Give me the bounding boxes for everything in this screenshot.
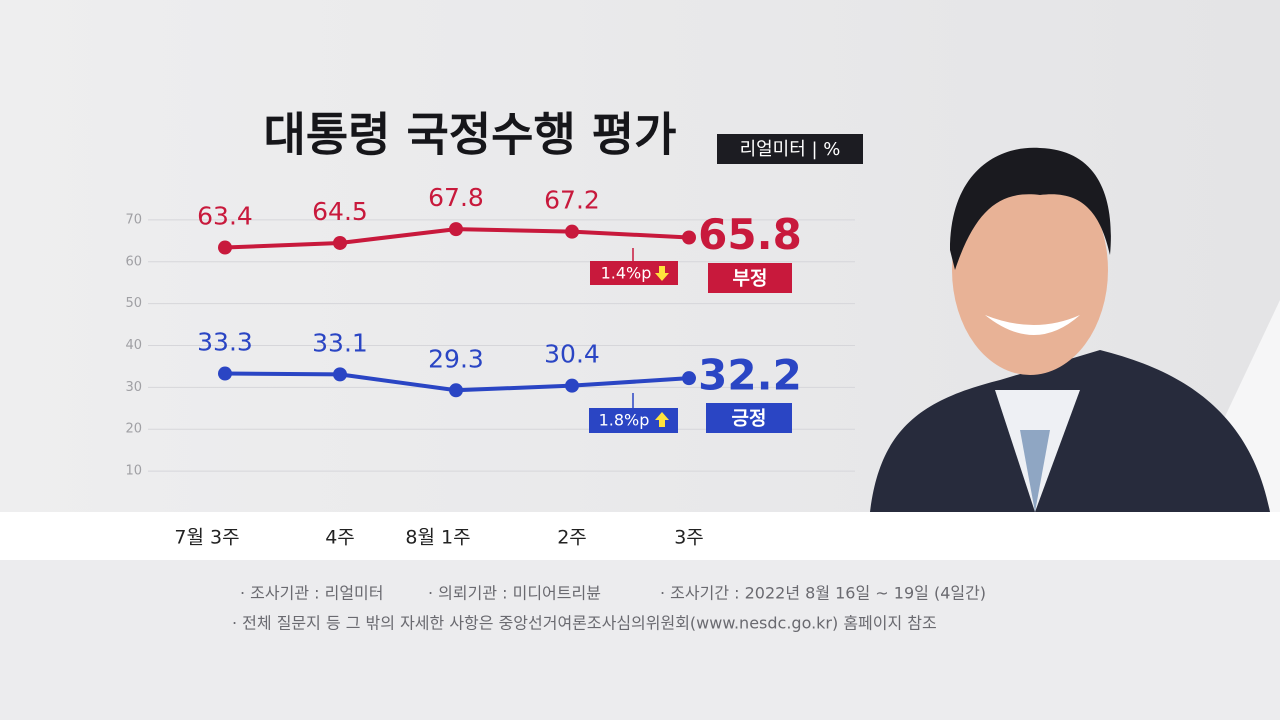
point xyxy=(333,367,347,382)
point xyxy=(449,383,463,398)
value-label: 29.3 xyxy=(428,344,484,373)
value-label: 64.5 xyxy=(312,197,368,226)
value-label: 33.1 xyxy=(312,328,368,357)
portrait xyxy=(870,147,1270,512)
value-label: 30.4 xyxy=(544,340,600,369)
footer-band xyxy=(0,560,1280,720)
value-label: 32.2 xyxy=(698,351,802,400)
value-label: 67.2 xyxy=(544,186,600,215)
point xyxy=(218,366,232,381)
y-tick-label: 30 xyxy=(125,380,142,395)
change-label: 1.8%p xyxy=(599,411,650,430)
change-label: 1.4%p xyxy=(601,264,652,283)
y-tick-label: 10 xyxy=(125,464,142,479)
y-tick-label: 40 xyxy=(125,338,142,353)
axis-band xyxy=(0,512,1280,560)
x-tick-label: 2주 xyxy=(557,527,587,549)
y-tick-label: 20 xyxy=(125,422,142,437)
chart-title: 대통령 국정수행 평가 xyxy=(264,108,677,162)
x-tick-label: 7월 3주 xyxy=(174,527,239,549)
series-name-bg xyxy=(706,403,792,433)
point xyxy=(449,222,463,237)
down-arrow xyxy=(655,266,669,281)
source-badge-bg xyxy=(717,134,863,164)
y-tick-label: 60 xyxy=(125,254,142,269)
footnote: · 의뢰기관 : 미디어트리뷴 xyxy=(428,584,601,603)
series-name: 긍정 xyxy=(732,408,767,430)
value-label: 67.8 xyxy=(428,183,484,212)
series-name-bg xyxy=(708,263,792,293)
footnote: · 조사기관 : 리얼미터 xyxy=(240,584,384,603)
y-tick-label: 70 xyxy=(125,212,142,227)
footnotes: · 조사기관 : 리얼미터 · 의뢰기관 : 미디어트리뷴 · 조사기간 : 202… xyxy=(232,584,986,633)
x-tick-label: 4주 xyxy=(325,527,355,549)
point xyxy=(218,240,232,255)
point xyxy=(565,378,579,393)
value-label: 63.4 xyxy=(197,202,253,231)
source-badge: 리얼미터 | % xyxy=(740,139,841,160)
series-name: 부정 xyxy=(733,268,768,290)
value-label: 33.3 xyxy=(197,328,253,357)
footnote: · 조사기간 : 2022년 8월 16일 ~ 19일 (4일간) xyxy=(660,584,986,603)
point xyxy=(565,224,579,239)
point xyxy=(682,371,696,386)
point xyxy=(682,230,696,245)
footnote: · 전체 질문지 등 그 밖의 자세한 사항은 중앙선거여론조사심의위원회(ww… xyxy=(232,614,937,633)
y-tick-label: 50 xyxy=(125,296,142,311)
point xyxy=(333,235,347,250)
value-label: 65.8 xyxy=(698,210,802,259)
x-tick-label: 3주 xyxy=(674,527,704,549)
x-tick-label: 8월 1주 xyxy=(405,527,470,549)
up-arrow xyxy=(655,412,669,427)
